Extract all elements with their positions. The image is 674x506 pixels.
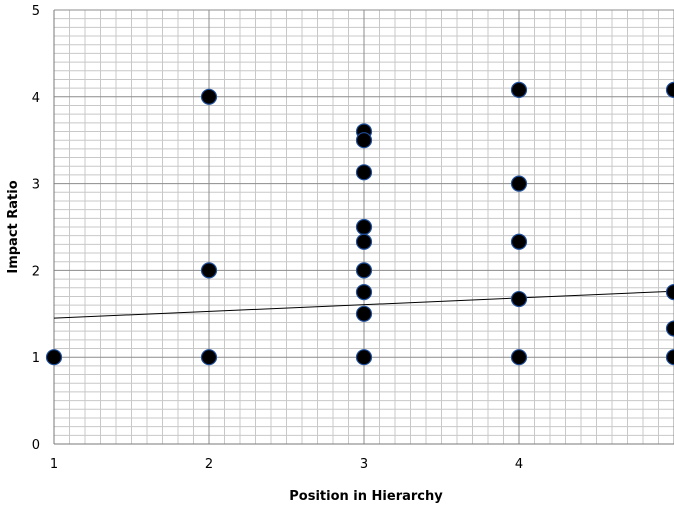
trendline [53,290,674,319]
data-point [510,233,528,250]
data-point [200,88,218,105]
y-tick-label: 0 [32,438,40,453]
data-point [355,262,373,279]
data-point [355,284,373,301]
trendline-layer [53,290,674,319]
y-tick-label: 1 [32,351,40,366]
data-point [200,262,218,279]
x-tick-label: 3 [360,457,368,472]
y-tick-label: 4 [32,91,40,106]
x-tick-label: 2 [205,457,213,472]
data-point [665,81,674,98]
data-point [510,349,528,366]
data-point [355,349,373,366]
y-tick-label: 2 [32,264,40,279]
data-point [665,284,674,301]
data-point [45,349,63,366]
data-point [355,164,373,181]
data-point [355,305,373,322]
data-point [510,81,528,98]
data-point [665,349,674,366]
y-tick-label: 3 [32,178,40,193]
points-layer [45,81,674,366]
x-tick-label: 1 [50,457,58,472]
y-axis-title: Impact Ratio [6,180,21,273]
data-point [200,349,218,366]
data-point [355,233,373,250]
x-tick-label: 4 [515,457,523,472]
x-axis-title: Position in Hierarchy [289,489,443,504]
data-point [665,320,674,337]
data-point [355,132,373,149]
data-point [510,175,528,192]
data-point [355,218,373,236]
y-tick-label: 5 [32,4,40,19]
data-point [510,290,528,308]
